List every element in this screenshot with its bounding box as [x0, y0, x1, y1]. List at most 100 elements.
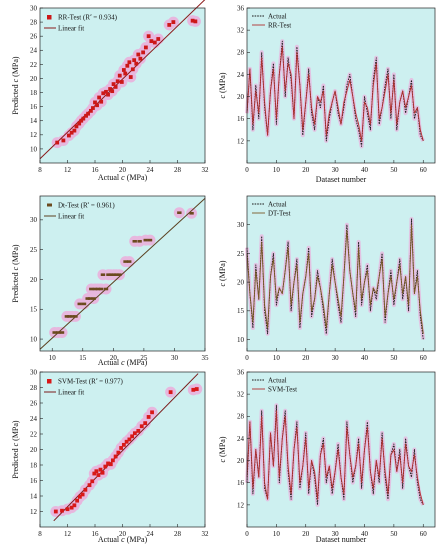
data-point: [119, 446, 124, 450]
y-tick-label: 10: [237, 336, 245, 344]
legend-entry-1: SVM-Test (R² = 0.977): [58, 377, 124, 386]
y-tick-label: 25: [30, 246, 38, 254]
y-tick-label: 20: [30, 276, 38, 284]
data-point: [193, 19, 198, 24]
data-point: [72, 128, 77, 133]
y-tick-label: 28: [30, 384, 38, 392]
data-point: [119, 80, 124, 84]
legend-marker: [47, 15, 52, 20]
data-point: [125, 63, 130, 68]
data-point: [92, 287, 98, 291]
data-point: [137, 240, 142, 243]
y-tick-label: 24: [237, 435, 245, 443]
data-point: [134, 61, 139, 66]
data-point: [139, 424, 144, 429]
data-point: [177, 211, 182, 214]
plot-background: [247, 196, 435, 351]
data-point: [98, 467, 103, 472]
data-point: [72, 503, 77, 508]
x-tick-label: 12: [64, 166, 72, 174]
x-tick-label: 12: [64, 530, 72, 538]
data-point: [132, 58, 137, 63]
x-tick-label: 24: [147, 530, 155, 538]
data-point: [66, 133, 71, 138]
data-point: [61, 138, 66, 143]
data-point: [113, 85, 118, 89]
series-line-2: [246, 46, 424, 142]
data-point: [91, 297, 96, 300]
data-point: [130, 434, 135, 439]
legend-entry-2: Linear fit: [58, 389, 84, 397]
y-tick-label: 30: [30, 216, 38, 224]
y-tick-label: 28: [30, 18, 38, 26]
y-tick-label: 18: [30, 461, 38, 469]
x-tick-label: 50: [390, 530, 398, 538]
data-point: [64, 315, 70, 318]
data-point: [121, 68, 126, 72]
x-tick-label: 40: [361, 354, 369, 362]
data-point: [141, 50, 146, 55]
axes-frame: [39, 195, 206, 352]
y-tick-label: 20: [30, 75, 38, 83]
x-tick-label: 16: [92, 166, 100, 174]
x-tick-label: 30: [332, 354, 340, 362]
data-point: [52, 331, 57, 334]
y-tick-label: 22: [30, 430, 38, 438]
data-point: [156, 37, 161, 41]
data-point: [99, 99, 104, 104]
data-point: [55, 140, 60, 145]
data-point: [65, 507, 70, 512]
data-point: [103, 287, 109, 291]
data-point: [132, 240, 137, 243]
data-point: [91, 106, 95, 110]
data-point: [70, 315, 75, 318]
legend-entry-2: DT-Test: [268, 210, 291, 218]
data-point: [92, 471, 97, 476]
legend-entry-2: Linear fit: [58, 25, 84, 33]
y-tick-label: 16: [237, 479, 245, 487]
x-tick-label: 60: [420, 354, 428, 362]
data-point: [121, 442, 126, 447]
points: [53, 387, 199, 514]
y-tick-label: 14: [30, 117, 38, 125]
y-tick-label: 12: [237, 501, 245, 509]
y-axis-label: Predicted c (MPa): [11, 420, 20, 479]
data-point: [194, 387, 199, 391]
data-point: [113, 454, 118, 459]
y-tick-label: 15: [237, 307, 245, 315]
legend-entry-1: Actual: [268, 201, 287, 209]
data-point: [132, 431, 137, 436]
legend-entry-2: SVM-Test: [268, 386, 297, 394]
data-point: [150, 410, 154, 415]
legend-entry-1: Actual: [268, 13, 287, 21]
data-point: [74, 124, 79, 129]
legend-entry-2: Linear fit: [58, 213, 84, 221]
y-tick-label: 16: [237, 115, 245, 123]
y-tick-label: 26: [30, 33, 38, 41]
data-point: [69, 505, 74, 510]
y-tick-label: 24: [237, 71, 245, 79]
data-point: [136, 52, 141, 57]
y-tick-label: 30: [30, 368, 38, 376]
y-axis-label: c (MPa): [218, 260, 227, 286]
data-point: [100, 470, 105, 475]
data-point: [110, 458, 115, 463]
data-point: [89, 287, 94, 291]
data-point: [108, 462, 113, 467]
y-tick-label: 22: [30, 61, 38, 69]
y-tick-label: 20: [30, 446, 38, 454]
data-point: [83, 487, 88, 492]
fit-line: [39, 0, 206, 160]
data-point: [75, 498, 80, 503]
data-point: [143, 421, 148, 426]
x-tick-label: 60: [420, 166, 428, 174]
x-tick-label: 0: [245, 530, 249, 538]
data-point: [94, 469, 99, 474]
data-point: [167, 23, 172, 27]
data-point: [149, 39, 154, 44]
x-tick-label: 10: [273, 530, 281, 538]
data-point: [123, 71, 128, 76]
x-tick-label: 10: [273, 166, 281, 174]
x-tick-label: 30: [332, 530, 340, 538]
data-point: [106, 92, 110, 97]
